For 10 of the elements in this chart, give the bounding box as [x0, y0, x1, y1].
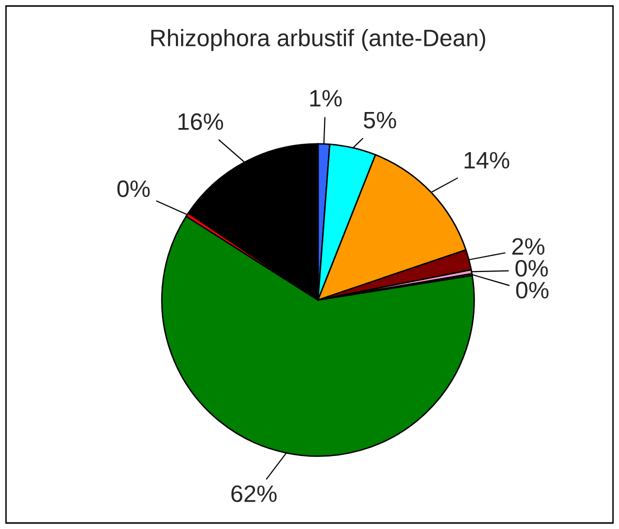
data-label: 62%: [231, 485, 277, 502]
data-label: 0%: [117, 180, 150, 198]
data-label: 2%: [512, 238, 544, 255]
data-label: 1%: [310, 90, 342, 107]
data-label: 0%: [516, 260, 548, 277]
data-label: 16%: [178, 113, 224, 130]
data-label: 14%: [464, 152, 510, 169]
chart-title: Rhizophora arbustif (ante-Dean): [151, 28, 486, 52]
data-label: 0%: [516, 282, 549, 299]
data-label: 5%: [364, 112, 396, 128]
